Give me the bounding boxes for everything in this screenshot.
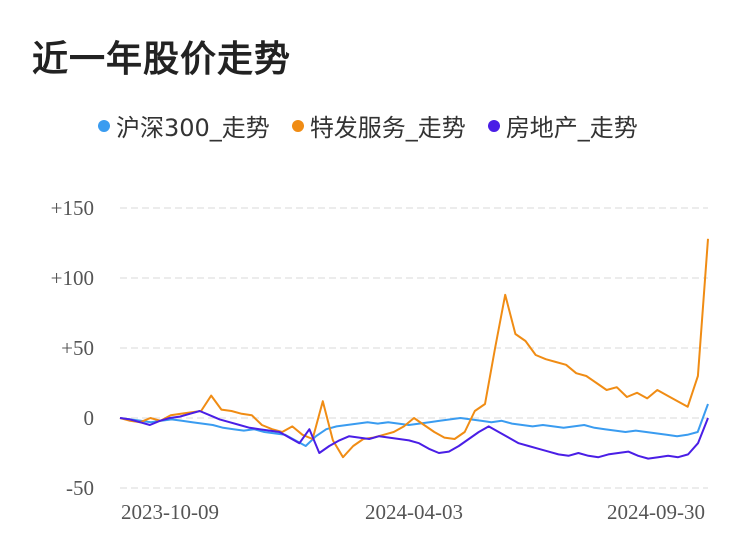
series-line-realestate <box>119 410 709 460</box>
y-tick-label: 0 <box>84 406 95 430</box>
legend-label-realestate: 房地产_走势 <box>505 114 638 142</box>
y-tick-label: -50 <box>66 476 94 500</box>
x-tick-label: 2024-09-30 <box>607 500 705 524</box>
legend-item-realestate[interactable]: 房地产_走势 <box>487 108 638 143</box>
series-line-tefa <box>119 238 709 459</box>
x-tick-label: 2023-10-09 <box>121 500 219 524</box>
chart-legend: 沪深300_走势 特发服务_走势 房地产_走势 <box>98 108 638 143</box>
legend-label-tefa: 特发服务_走势 <box>309 114 466 142</box>
page-title: 近一年股价走势 <box>32 39 292 80</box>
legend-dot-tefa <box>291 119 304 132</box>
y-tick-label: +100 <box>51 266 94 290</box>
y-tick-label: +50 <box>61 336 94 360</box>
legend-label-hs300: 沪深300_走势 <box>116 114 270 142</box>
legend-dot-realestate <box>487 119 500 132</box>
y-tick-label: +150 <box>51 196 94 220</box>
x-tick-label: 2024-04-03 <box>365 500 463 524</box>
legend-item-tefa[interactable]: 特发服务_走势 <box>291 108 466 143</box>
series-line-hs300 <box>119 403 709 447</box>
legend-dot-hs300 <box>98 119 110 132</box>
legend-item-hs300[interactable]: 沪深300_走势 <box>98 108 270 143</box>
